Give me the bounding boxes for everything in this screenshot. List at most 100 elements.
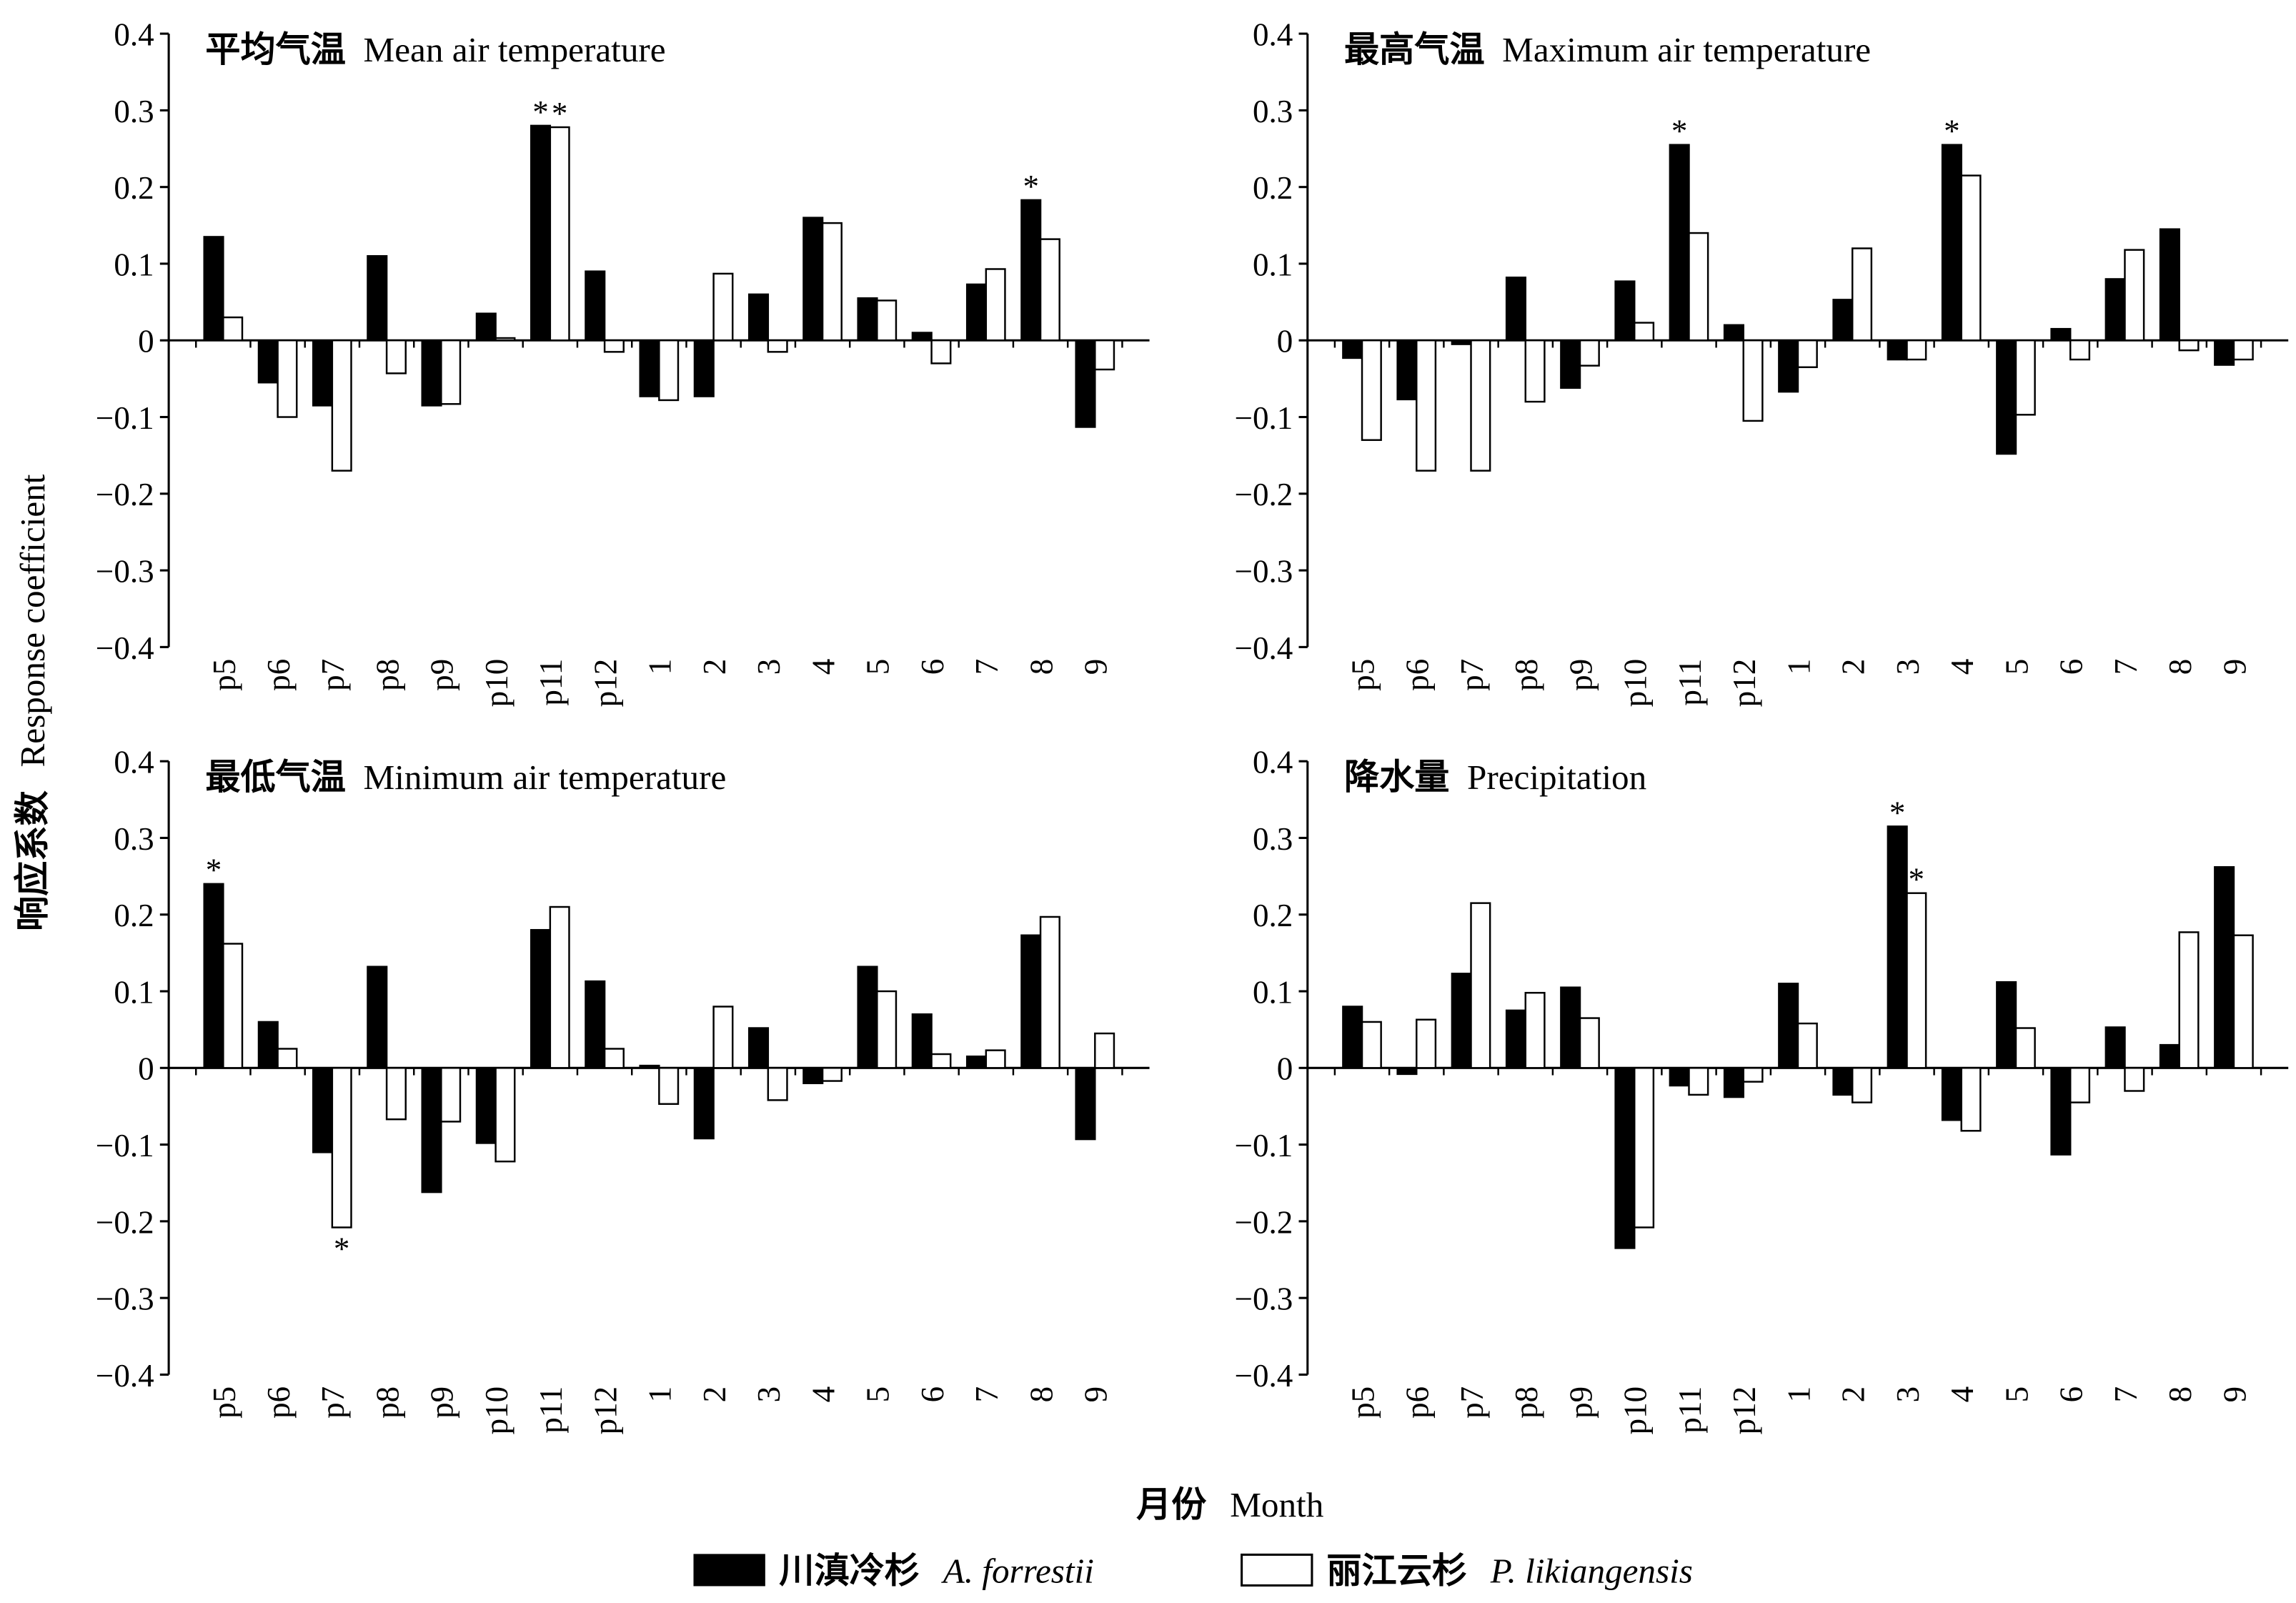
- bar: [930, 1053, 952, 1069]
- bar: [1020, 199, 1042, 342]
- significance-mark: *: [1944, 114, 1960, 149]
- y-tick-label: 0.1: [1253, 247, 1293, 282]
- bar: [658, 1067, 680, 1105]
- bar: [1524, 339, 1546, 403]
- bar: [421, 339, 442, 407]
- bar: [421, 1067, 442, 1193]
- y-tick-label: −0.1: [96, 400, 154, 436]
- bar: [1906, 892, 1927, 1069]
- x-tick-label: p8: [1509, 659, 1544, 691]
- y-tick-label: 0.3: [114, 94, 154, 129]
- bar: [530, 928, 552, 1069]
- significance-mark: *: [1909, 862, 1925, 898]
- y-tick-label: 0.3: [1253, 821, 1293, 857]
- bar: [585, 270, 606, 342]
- bar: [312, 339, 334, 407]
- x-tick-label: 8: [1023, 659, 1059, 675]
- bar: [1778, 983, 1799, 1069]
- bar: [802, 1067, 824, 1084]
- x-tick-label: p10: [1618, 659, 1654, 708]
- x-tick-label: 1: [642, 659, 678, 675]
- bar: [1996, 981, 2017, 1069]
- x-tick-label: 3: [751, 659, 787, 675]
- bar: [1505, 277, 1526, 342]
- y-tick-label: 0.4: [114, 17, 154, 53]
- bar: [1796, 1022, 1818, 1069]
- x-tick-label: 7: [969, 659, 1005, 675]
- x-tick-label: p8: [1509, 1386, 1544, 1419]
- significance-mark: *: [552, 96, 568, 131]
- x-tick-label: 6: [915, 1386, 950, 1403]
- y-tick-label: 0.1: [114, 247, 154, 282]
- panel-title: 降水量 Precipitation: [1344, 756, 1646, 798]
- y-tick-label: −0.2: [96, 1204, 154, 1240]
- x-tick-label: 3: [1890, 1386, 1926, 1403]
- bar: [1960, 174, 1982, 342]
- bar: [1342, 1006, 1363, 1069]
- x-tick-label: 7: [969, 1386, 1005, 1403]
- significance-mark: *: [206, 853, 222, 888]
- x-tick-label: p6: [261, 1386, 297, 1419]
- legend-latin: P. likiangensis: [1490, 1551, 1693, 1590]
- bar: [549, 126, 570, 342]
- bar: [2069, 1067, 2091, 1103]
- x-tick-label: 4: [1944, 1386, 1980, 1403]
- y-tick-label: 0.1: [1253, 974, 1293, 1010]
- bar: [1960, 1067, 1982, 1132]
- bar: [585, 980, 606, 1069]
- bar: [1832, 299, 1854, 342]
- x-tick-label: p5: [207, 659, 242, 691]
- y-tick-label: 0.4: [1253, 745, 1293, 780]
- y-tick-label: −0.3: [1235, 1281, 1293, 1317]
- x-tick-label: 6: [2054, 1386, 2089, 1403]
- bar: [1579, 1017, 1600, 1069]
- legend-entry: 丽江云杉 P. likiangensis: [1326, 1549, 1693, 1591]
- y-tick-label: 0.2: [114, 898, 154, 933]
- bar: [1941, 144, 1962, 342]
- significance-mark: *: [334, 1231, 350, 1267]
- y-tick-label: 0.1: [114, 974, 154, 1010]
- x-tick-label: 6: [915, 659, 950, 675]
- bar: [1634, 322, 1655, 342]
- x-tick-label: p6: [261, 659, 297, 691]
- bar: [475, 1067, 497, 1144]
- bar: [603, 339, 625, 353]
- x-tick-label: 3: [1890, 659, 1926, 675]
- y-tick-label: 0: [1277, 324, 1293, 359]
- panel-title-en: Precipitation: [1467, 758, 1646, 797]
- bar: [549, 905, 570, 1069]
- bar: [203, 236, 224, 342]
- y-axis-label-zh: 响应系数: [11, 790, 53, 930]
- y-tick-label: −0.3: [96, 1281, 154, 1317]
- x-tick-label: 5: [860, 659, 896, 675]
- bar: [1796, 339, 1818, 369]
- x-tick-label: p9: [424, 1386, 460, 1419]
- x-tick-label: p8: [369, 1386, 405, 1419]
- bar: [1669, 144, 1690, 342]
- bar: [1470, 339, 1491, 472]
- x-axis-label-en: Month: [1230, 1485, 1323, 1524]
- bar: [1416, 1018, 1437, 1069]
- bar: [876, 299, 898, 342]
- bar: [367, 255, 388, 342]
- legend-swatch: [693, 1554, 765, 1587]
- significance-mark: *: [532, 94, 549, 130]
- x-tick-label: 4: [1944, 659, 1980, 675]
- bar: [2178, 931, 2200, 1069]
- bar: [1396, 339, 1418, 401]
- bar: [2178, 339, 2200, 352]
- x-tick-label: p11: [1672, 659, 1708, 706]
- bar: [911, 332, 933, 342]
- panel-title: 平均气温 Mean air temperature: [205, 29, 665, 70]
- x-tick-label: p12: [587, 659, 623, 708]
- bar: [1396, 1067, 1418, 1076]
- bar: [1742, 1067, 1764, 1083]
- x-tick-label: p11: [533, 1386, 569, 1434]
- bar: [2214, 339, 2235, 366]
- y-tick-label: 0.2: [1253, 898, 1293, 933]
- y-tick-label: −0.4: [96, 1358, 154, 1394]
- legend-entry: 川滇冷杉 A. forrestii: [779, 1549, 1094, 1591]
- bar: [1887, 339, 1908, 361]
- x-tick-label: 7: [2108, 659, 2144, 675]
- y-tick-label: −0.2: [96, 477, 154, 512]
